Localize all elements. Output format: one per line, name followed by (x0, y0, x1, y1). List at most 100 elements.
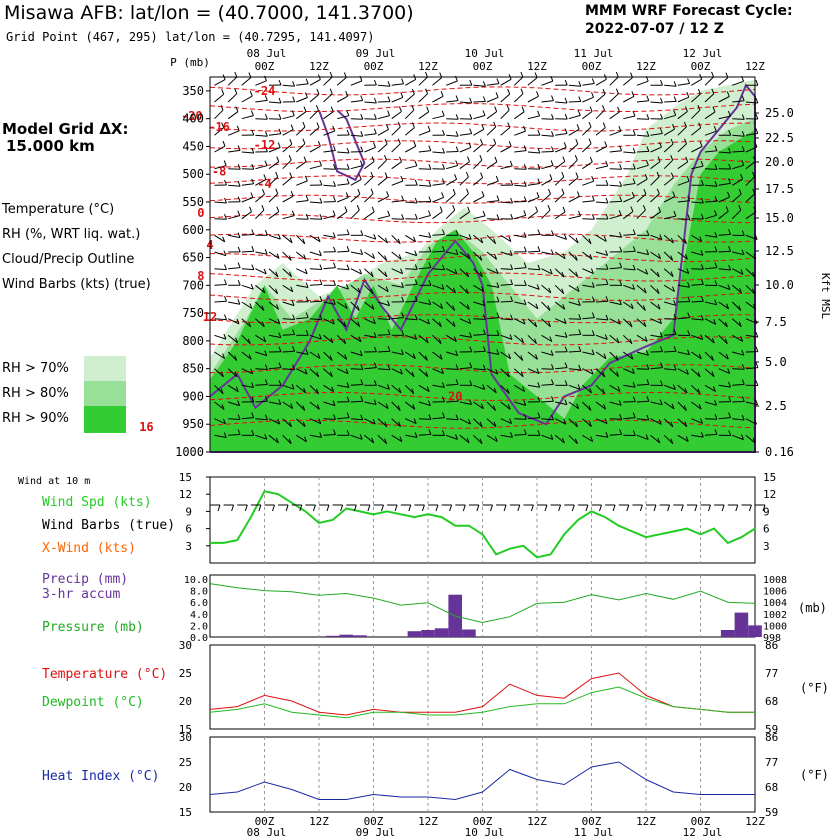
isotherm-line (209, 392, 756, 401)
wind-barb (282, 195, 294, 203)
pressure-tick-label: 750 (182, 306, 204, 320)
wind-barb-flag (288, 438, 292, 444)
wind-barb-flag (564, 362, 568, 368)
temperature-label: -20 (181, 109, 203, 123)
wind-barb (473, 128, 485, 136)
wind-barb (664, 100, 677, 103)
wind-barb-flag (276, 156, 280, 162)
wind-barb (609, 401, 622, 406)
wind-barb-flag (670, 438, 674, 444)
wind-barb (568, 101, 581, 103)
wind-barb (323, 168, 336, 170)
wind-barb (323, 76, 333, 86)
wind-barb (446, 368, 459, 370)
wind-barb (241, 115, 254, 120)
wind-barb-flag (251, 178, 255, 184)
wind-barb-flag (683, 238, 687, 244)
wind-barb (527, 151, 540, 154)
wind-barb (268, 334, 281, 338)
wind-barb (595, 201, 609, 204)
wind-barb-flag (469, 128, 473, 134)
wind-barb (296, 83, 309, 86)
wind-barb (418, 368, 429, 378)
wind-barb-flag (672, 124, 675, 130)
temperature-label: -8 (212, 164, 226, 178)
wind-barb-flag (452, 305, 456, 311)
wind-barb-flag (619, 280, 623, 286)
wind-barb (623, 151, 636, 154)
wind-barb-flag (400, 175, 404, 182)
wind-barb (377, 234, 388, 244)
wind-barb (459, 251, 471, 260)
wind-barb-flag (563, 142, 567, 148)
wind-barb (377, 84, 391, 87)
wind-barb (282, 301, 295, 307)
wind-barb-flag (590, 369, 594, 375)
surface-wind-barb-flag (544, 504, 548, 512)
wind-barb (664, 384, 676, 390)
wind-barb (636, 351, 649, 356)
grid-point-info: Grid Point (467, 295) lat/lon = (40.7295… (6, 30, 375, 44)
wind-barb-flag (400, 349, 404, 355)
wind-barb-flag (223, 432, 227, 438)
wind-barb (486, 126, 497, 136)
wind-barb-flag (224, 179, 227, 186)
wind-barb (473, 418, 483, 428)
wind-barb-flag (427, 318, 431, 325)
wind-barb-flag (738, 321, 742, 327)
wind-barb-flag (319, 296, 323, 302)
wind-barb (677, 251, 688, 260)
wind-barb (377, 418, 388, 428)
wind-barb (745, 211, 757, 220)
windspd-tick-label-right: 9 (763, 505, 770, 518)
wind-barb-flag (442, 163, 445, 170)
wind-barb (500, 418, 512, 424)
wind-barb (609, 93, 619, 103)
temp-tick-label: 30 (179, 639, 192, 652)
wind-barb-flag (305, 195, 309, 201)
wind-barb-flag (605, 296, 609, 302)
surface-wind-barb-flag (694, 504, 698, 512)
wind-barb-flag (384, 421, 388, 427)
wind-barb-flag (672, 286, 675, 292)
wind-barb (677, 126, 687, 136)
wind-barb-flag (469, 97, 473, 104)
cycle-label: MMM WRF Forecast Cycle: (585, 3, 793, 19)
surface-wind-barb-flag (490, 504, 493, 512)
wind-barb-flag (264, 95, 268, 101)
wind-barb-flag (508, 353, 512, 359)
wind-barb-flag (588, 421, 592, 427)
wind-barb (745, 301, 756, 310)
wind-barb-flag (387, 364, 391, 370)
wind-barb-flag (507, 88, 511, 95)
wind-barb-flag (223, 333, 227, 340)
wind-barb-flag (237, 429, 241, 435)
wind-barb (473, 368, 486, 371)
wind-barb-flag (660, 80, 663, 86)
wind-barb-flag (673, 314, 677, 320)
wind-barb (704, 200, 718, 203)
wind-barb (718, 301, 729, 310)
wind-barb (745, 161, 756, 170)
wind-barb (404, 127, 415, 136)
wind-barb-flag (728, 264, 732, 271)
wind-barb-flag (752, 271, 756, 278)
wind-barb (704, 334, 715, 344)
wind-barb (241, 268, 254, 271)
surface-wind-barb-flag (340, 504, 344, 512)
wind-barb-flag (698, 122, 702, 128)
wind-barb (473, 251, 483, 261)
windspd-tick-label: 9 (185, 505, 192, 518)
wind-barb (227, 93, 238, 103)
wind-barb-flag (373, 114, 377, 120)
windspd-label: Wind Spd (kts) (42, 495, 152, 510)
wind-barb (432, 284, 445, 290)
wind-barb-flag (411, 105, 415, 111)
wind-barb-flag (591, 330, 595, 336)
wind-barb-flag (384, 438, 388, 444)
temperature-label: -16 (208, 120, 230, 134)
wind-barb (282, 434, 292, 445)
wind-barb-flag (235, 386, 239, 392)
wind-barb-flag (317, 353, 321, 359)
wind-barb (568, 284, 580, 292)
